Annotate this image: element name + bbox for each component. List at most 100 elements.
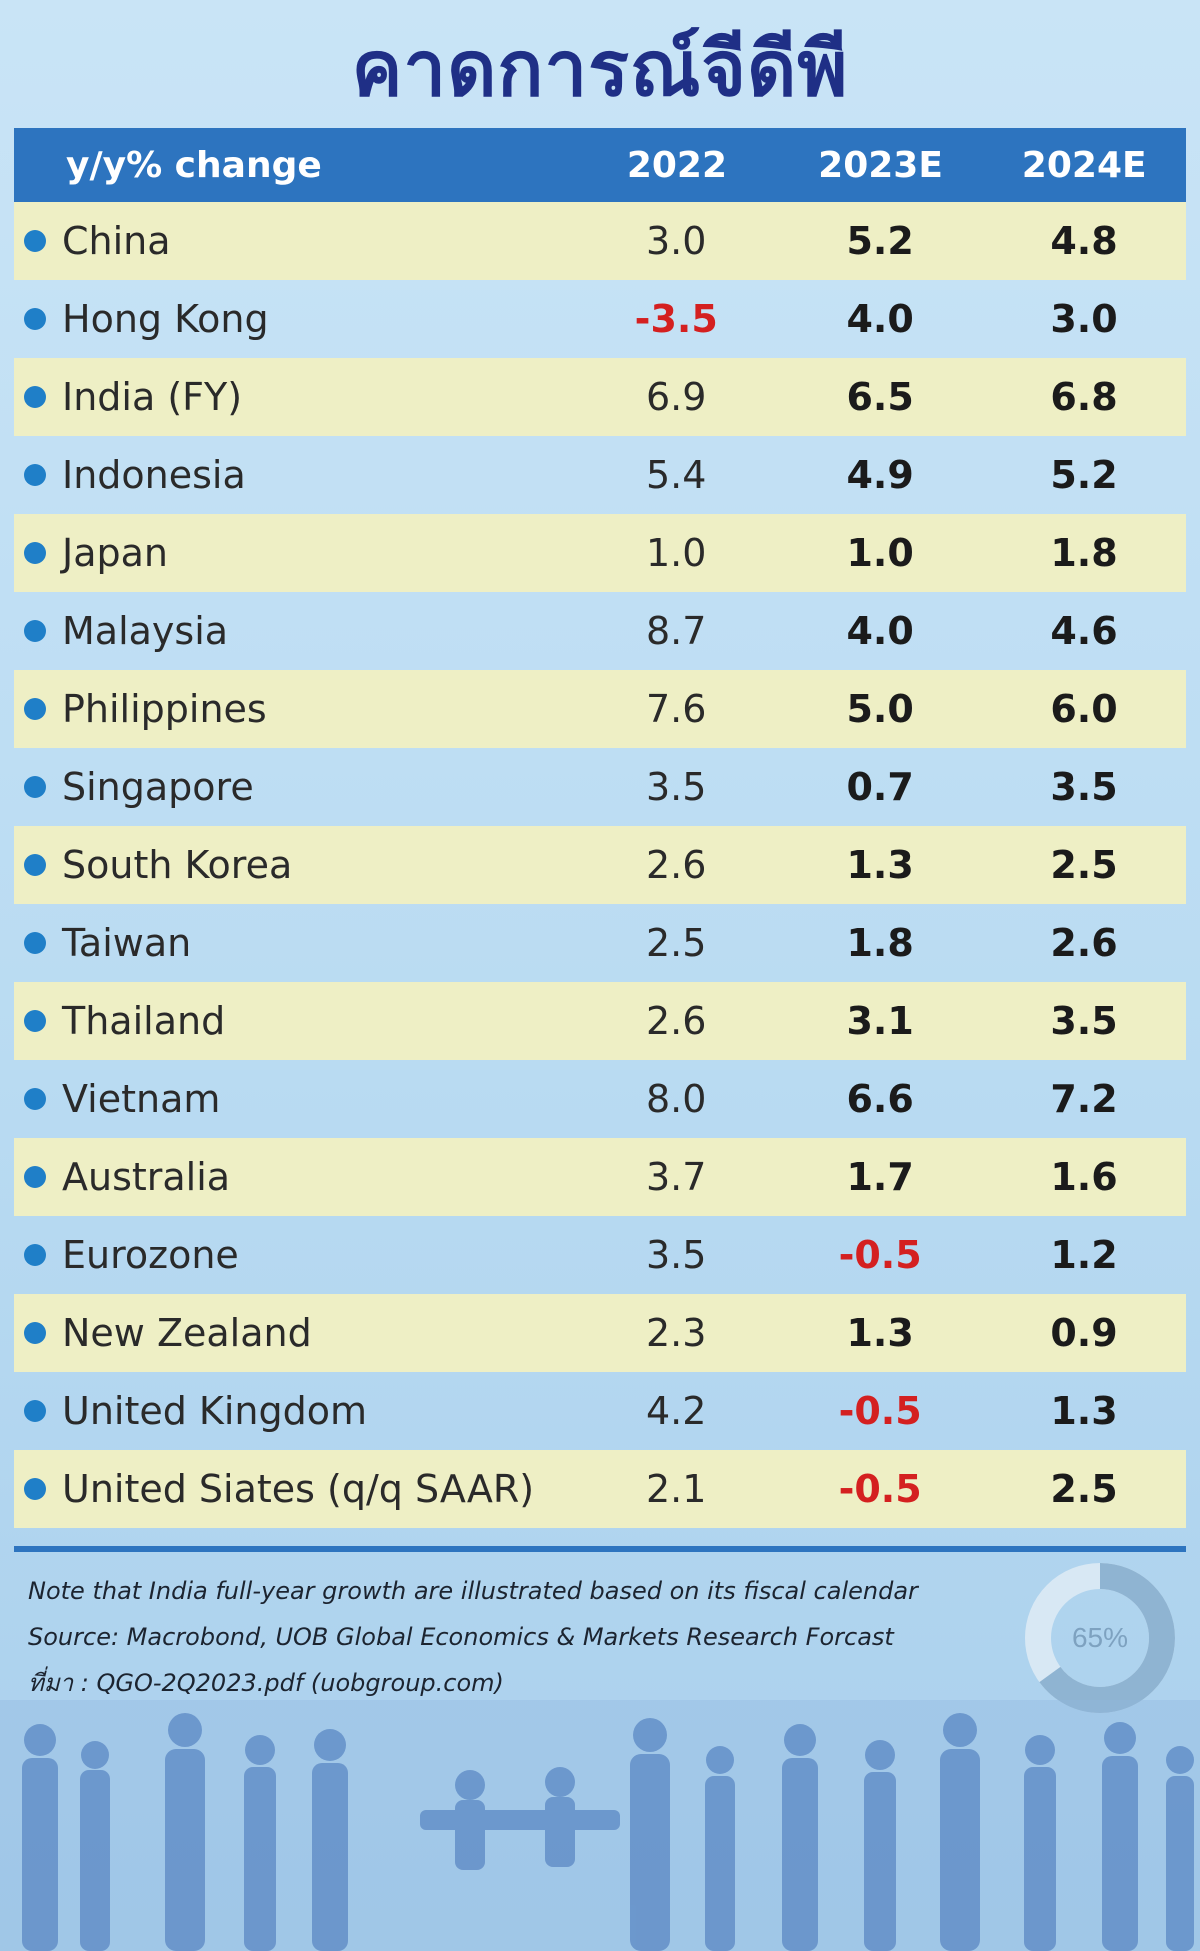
country-cell: South Korea <box>14 843 574 887</box>
value-2023e: 4.9 <box>846 453 914 497</box>
bullet-icon <box>24 698 46 720</box>
country-cell: Vietnam <box>14 1077 574 1121</box>
bullet-icon <box>24 464 46 486</box>
country-name: South Korea <box>62 843 293 887</box>
value-2022: 3.0 <box>646 219 707 263</box>
value-2023e: 1.0 <box>846 531 914 575</box>
note-line: Note that India full-year growth are ill… <box>28 1577 918 1605</box>
value-2023e: 5.2 <box>846 219 914 263</box>
bullet-icon <box>24 1244 46 1266</box>
value-2024e: 1.8 <box>1050 531 1118 575</box>
country-cell: United Kingdom <box>14 1389 574 1433</box>
table-row: United Siates (q/q SAAR) 2.1 -0.5 2.5 <box>14 1450 1186 1528</box>
table-bottom-bar <box>14 1546 1186 1552</box>
country-name: Indonesia <box>62 453 246 497</box>
country-name: Vietnam <box>62 1077 221 1121</box>
table-header: y/y% change 2022 2023E 2024E <box>14 128 1186 202</box>
header-label: y/y% change <box>66 144 322 186</box>
gdp-forecast-table: y/y% change 2022 2023E 2024E China 3.0 5.2… <box>14 128 1186 1528</box>
table-row: Japan 1.0 1.0 1.8 <box>14 514 1186 592</box>
table-row: Eurozone 3.5 -0.5 1.2 <box>14 1216 1186 1294</box>
value-2023e: 1.3 <box>846 843 914 887</box>
table-row: Indonesia 5.4 4.9 5.2 <box>14 436 1186 514</box>
value-2022: 6.9 <box>646 375 707 419</box>
table-row: Singapore 3.5 0.7 3.5 <box>14 748 1186 826</box>
value-2023e: 3.1 <box>846 999 914 1043</box>
value-2024e: 4.6 <box>1050 609 1118 653</box>
country-name: India (FY) <box>62 375 243 419</box>
country-cell: China <box>14 219 574 263</box>
header-2022: 2022 <box>626 144 728 186</box>
bullet-icon <box>24 1400 46 1422</box>
value-2024e: 7.2 <box>1050 1077 1118 1121</box>
value-2022: 2.1 <box>646 1467 707 1511</box>
bullet-icon <box>24 1478 46 1500</box>
table-row: Malaysia 8.7 4.0 4.6 <box>14 592 1186 670</box>
value-2023e: -0.5 <box>838 1389 922 1433</box>
country-name: Philippines <box>62 687 267 731</box>
bullet-icon <box>24 1010 46 1032</box>
value-2022: 7.6 <box>646 687 707 731</box>
table-row: India (FY) 6.9 6.5 6.8 <box>14 358 1186 436</box>
value-2022: 2.6 <box>646 999 707 1043</box>
bullet-icon <box>24 542 46 564</box>
value-2023e: 4.0 <box>846 297 914 341</box>
value-2022: 3.5 <box>646 1233 707 1277</box>
country-cell: United Siates (q/q SAAR) <box>14 1467 574 1511</box>
table-row: New Zealand 2.3 1.3 0.9 <box>14 1294 1186 1372</box>
bullet-icon <box>24 230 46 252</box>
value-2024e: 5.2 <box>1050 453 1118 497</box>
table-row: Taiwan 2.5 1.8 2.6 <box>14 904 1186 982</box>
country-cell: Malaysia <box>14 609 574 653</box>
value-2023e: 5.0 <box>846 687 914 731</box>
value-2022: 5.4 <box>646 453 707 497</box>
country-cell: Indonesia <box>14 453 574 497</box>
header-2023e: 2023E <box>818 144 943 186</box>
value-2022: 2.6 <box>646 843 707 887</box>
notes: Note that India full-year growth are ill… <box>28 1568 1008 1706</box>
value-2024e: 4.8 <box>1050 219 1118 263</box>
country-cell: Japan <box>14 531 574 575</box>
value-2022: 1.0 <box>646 531 707 575</box>
value-2023e: -0.5 <box>838 1233 922 1277</box>
bullet-icon <box>24 1322 46 1344</box>
bullet-icon <box>24 932 46 954</box>
country-name: Thailand <box>62 999 226 1043</box>
value-2022: 4.2 <box>646 1389 707 1433</box>
country-name: Japan <box>62 531 168 575</box>
value-2023e: 0.7 <box>846 765 914 809</box>
bullet-icon <box>24 1166 46 1188</box>
country-cell: Philippines <box>14 687 574 731</box>
country-cell: Singapore <box>14 765 574 809</box>
value-2024e: 2.5 <box>1050 843 1118 887</box>
value-2024e: 3.5 <box>1050 765 1118 809</box>
value-2022: 2.5 <box>646 921 707 965</box>
table-row: South Korea 2.6 1.3 2.5 <box>14 826 1186 904</box>
country-name: Taiwan <box>62 921 192 965</box>
page-title: คาดการณ์จีดีพี <box>351 24 849 113</box>
donut-decoration-icon: 65% <box>1025 1563 1175 1713</box>
bullet-icon <box>24 1088 46 1110</box>
value-2022: 3.5 <box>646 765 707 809</box>
value-2022: 8.0 <box>646 1077 707 1121</box>
donut-label: 65% <box>1072 1622 1128 1653</box>
value-2023e: -0.5 <box>838 1467 922 1511</box>
value-2024e: 0.9 <box>1050 1311 1118 1355</box>
country-name: Malaysia <box>62 609 229 653</box>
value-2023e: 6.6 <box>846 1077 914 1121</box>
table-row: Philippines 7.6 5.0 6.0 <box>14 670 1186 748</box>
value-2024e: 1.2 <box>1050 1233 1118 1277</box>
value-2024e: 6.0 <box>1050 687 1118 731</box>
table-row: Thailand 2.6 3.1 3.5 <box>14 982 1186 1060</box>
table-row: Vietnam 8.0 6.6 7.2 <box>14 1060 1186 1138</box>
value-2024e: 2.6 <box>1050 921 1118 965</box>
country-cell: Thailand <box>14 999 574 1043</box>
country-cell: New Zealand <box>14 1311 574 1355</box>
country-cell: Taiwan <box>14 921 574 965</box>
value-2023e: 6.5 <box>846 375 914 419</box>
value-2022: 2.3 <box>646 1311 707 1355</box>
value-2023e: 1.3 <box>846 1311 914 1355</box>
value-2022: 3.7 <box>646 1155 707 1199</box>
country-name: China <box>62 219 171 263</box>
country-name: Hong Kong <box>62 297 269 341</box>
